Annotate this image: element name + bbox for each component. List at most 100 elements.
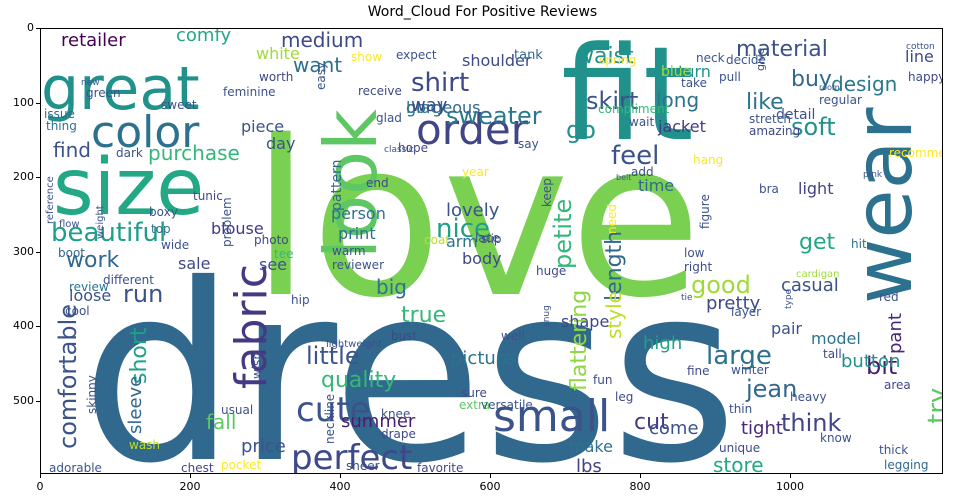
- word-say: say: [518, 137, 539, 151]
- word-want: want: [293, 53, 342, 77]
- word-loose: loose: [69, 286, 111, 305]
- word-lbs: lbs: [576, 456, 602, 474]
- word-cardigan: cardigan: [796, 269, 840, 280]
- word-summer: summer: [341, 411, 416, 432]
- word-buy: buy: [791, 67, 832, 92]
- word-year: year: [462, 165, 489, 179]
- word-jacket: jacket: [657, 117, 706, 136]
- word-fit: fit: [561, 29, 694, 170]
- word-white: white: [256, 44, 300, 63]
- word-versatile: versatile: [481, 398, 533, 412]
- word-shoulder: shoulder: [462, 51, 532, 70]
- word-neckline: neckline: [323, 394, 337, 444]
- word-cloud-plot: dress love fit size wear look great color fabric…: [40, 28, 943, 474]
- word-different: different: [103, 273, 154, 287]
- word-legging: legging: [884, 458, 929, 472]
- word-pocket: pocket: [221, 458, 261, 472]
- word-sure: sure: [461, 386, 487, 400]
- word-love: love: [251, 94, 702, 345]
- word-come: come: [649, 418, 699, 439]
- y-tick-label: 300: [13, 245, 34, 258]
- word-wait: wait: [629, 115, 655, 129]
- word-wash: wash: [129, 438, 160, 452]
- word-blue: blue: [661, 64, 691, 80]
- word-button: button: [841, 351, 900, 372]
- word-problem: problem: [220, 197, 234, 247]
- word-expect: expect: [396, 48, 437, 62]
- x-tick-mark: [190, 474, 191, 478]
- word-coat: coat: [424, 233, 450, 247]
- word-green: green: [86, 86, 121, 100]
- word-well: well: [501, 329, 525, 343]
- word-comfy: comfy: [176, 29, 231, 46]
- word-hip: hip: [291, 293, 310, 307]
- word-day: day: [266, 134, 295, 153]
- word-price: price: [241, 436, 286, 457]
- word-print: print: [338, 224, 376, 243]
- word-fabric: fabric: [226, 264, 277, 389]
- word-skinny: skinny: [85, 375, 99, 414]
- word-time: time: [638, 176, 674, 195]
- word-snug: snug: [542, 305, 552, 327]
- word-new: new: [81, 78, 100, 88]
- word-tunic: tunic: [193, 189, 223, 203]
- word-worth: worth: [259, 70, 293, 84]
- word-comfortable: comfortable: [54, 304, 82, 449]
- word-spring: spring: [599, 53, 636, 67]
- word-tank: tank: [514, 48, 543, 63]
- word-winter: winter: [731, 363, 769, 377]
- word-hit: hit: [851, 237, 867, 251]
- word-design: design: [831, 72, 897, 96]
- word-picture: picture: [451, 348, 514, 369]
- word-tall: tall: [823, 347, 842, 361]
- word-fine: fine: [687, 364, 710, 378]
- word-retailer: retailer: [61, 30, 126, 51]
- x-tick-mark: [340, 474, 341, 478]
- word-glad: glad: [376, 111, 402, 125]
- word-go: go: [566, 116, 596, 144]
- word-cool: cool: [65, 304, 90, 318]
- word-usual: usual: [221, 403, 253, 417]
- word-petite: petite: [549, 199, 577, 269]
- word-line: line: [905, 47, 934, 66]
- word-give: give: [754, 47, 767, 71]
- word-pretty: pretty: [706, 293, 761, 314]
- word-leg: leg: [615, 390, 633, 404]
- word-bit: bit: [866, 352, 897, 380]
- word-right: right: [684, 260, 712, 274]
- word-try: try: [923, 388, 943, 424]
- word-make: make: [569, 437, 613, 456]
- word-detail: detail: [776, 107, 815, 123]
- y-tick-mark: [36, 401, 40, 402]
- word-show: show: [351, 50, 382, 64]
- word-recommend: recommend: [889, 146, 943, 160]
- word-stretch: stretch: [749, 112, 791, 126]
- y-tick-mark: [36, 103, 40, 104]
- y-tick-label: 500: [13, 394, 34, 407]
- word-soft: soft: [791, 113, 836, 141]
- word-hang: hang: [693, 153, 723, 167]
- word-size: size: [53, 143, 204, 233]
- word-black: black: [406, 98, 449, 117]
- word-big: big: [376, 275, 407, 299]
- word-cotton: cotton: [906, 42, 935, 52]
- word-keep: keep: [540, 178, 554, 207]
- word-true: true: [401, 303, 446, 328]
- word-purchase: purchase: [148, 141, 240, 165]
- word-add: add: [631, 165, 654, 179]
- word-hope: hope: [398, 141, 428, 155]
- word-flattering: flattering: [567, 290, 592, 391]
- word-length: length: [602, 231, 627, 301]
- word-high: high: [643, 333, 682, 354]
- word-material: material: [736, 37, 828, 62]
- word-lovely: lovely: [446, 200, 500, 221]
- x-tick-label: 200: [179, 480, 201, 493]
- word-store: store: [713, 453, 764, 474]
- word-easy: easy: [314, 62, 328, 90]
- word-beautiful: beautiful: [51, 218, 166, 248]
- chart-title: Word_Cloud For Positive Reviews: [367, 4, 598, 20]
- word-wear: wear: [837, 107, 930, 304]
- word-thick: thick: [879, 443, 908, 457]
- word-extra: extra: [459, 398, 490, 412]
- word-thin: thin: [729, 402, 752, 416]
